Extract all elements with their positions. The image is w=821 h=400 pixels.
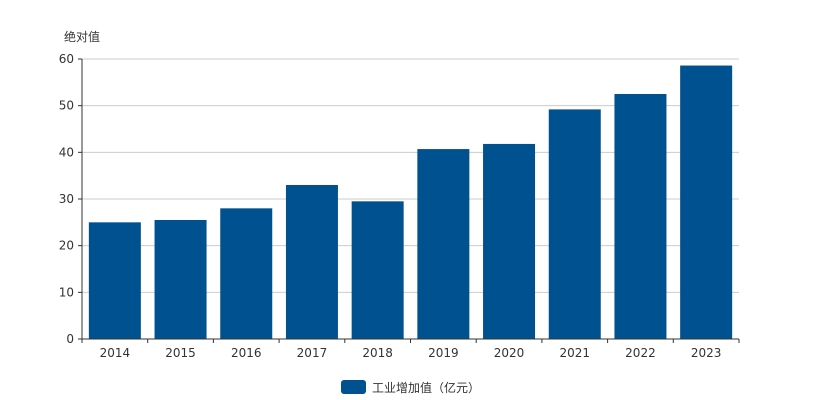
y-tick-label: 0: [66, 332, 74, 346]
x-tick-label: 2021: [559, 346, 590, 360]
bars: [88, 65, 733, 340]
bar-2018[interactable]: [351, 201, 404, 339]
legend[interactable]: 工业增加值（亿元）: [0, 376, 821, 398]
y-axis-label: 绝对值: [64, 29, 100, 44]
x-tick-label: 2015: [165, 346, 196, 360]
bar-2017[interactable]: [285, 185, 338, 339]
x-tick-label: 2023: [691, 346, 722, 360]
bar-2015[interactable]: [154, 220, 207, 339]
y-tick-label: 10: [59, 285, 74, 299]
x-tick-labels: 2014 2015 2016 2017 2018 2019 2020 2021 2022 2023: [100, 346, 722, 360]
bar-2020[interactable]: [483, 143, 536, 339]
y-tick-labels: 0 10 20 30 40 50 60: [59, 52, 74, 346]
x-tick-label: 2014: [100, 346, 131, 360]
y-tick-label: 50: [59, 99, 74, 113]
bar-2016[interactable]: [220, 208, 273, 339]
axes: [78, 58, 740, 343]
x-tick-label: 2017: [297, 346, 328, 360]
y-tick-label: 60: [59, 52, 74, 66]
x-tick-label: 2018: [362, 346, 393, 360]
legend-label: 工业增加值（亿元）: [371, 380, 480, 395]
bar-2019[interactable]: [417, 149, 470, 339]
bar-2022[interactable]: [614, 94, 667, 339]
x-tick-label: 2019: [428, 346, 459, 360]
bar-2014[interactable]: [88, 222, 141, 339]
legend-swatch: [340, 380, 366, 394]
y-tick-label: 30: [59, 192, 74, 206]
y-tick-label: 40: [59, 145, 74, 159]
x-tick-label: 2016: [231, 346, 262, 360]
x-tick-label: 2022: [625, 346, 656, 360]
y-tick-label: 20: [59, 239, 74, 253]
bar-2023[interactable]: [680, 65, 733, 340]
bar-2021[interactable]: [548, 109, 601, 340]
x-tick-label: 2020: [494, 346, 525, 360]
